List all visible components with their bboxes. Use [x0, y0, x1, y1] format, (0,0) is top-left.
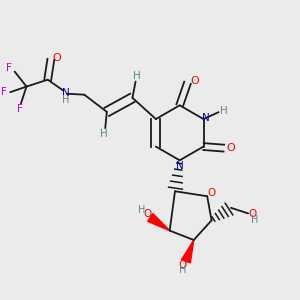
Polygon shape	[182, 240, 194, 263]
Text: F: F	[1, 87, 7, 97]
Text: H: H	[62, 95, 69, 105]
Text: H: H	[133, 71, 140, 81]
Text: N: N	[202, 113, 210, 123]
Text: H: H	[251, 215, 259, 225]
Text: O: O	[52, 53, 61, 63]
Polygon shape	[148, 214, 170, 231]
Text: O: O	[208, 188, 216, 198]
Text: F: F	[6, 63, 12, 73]
Text: O: O	[226, 143, 235, 153]
Text: O: O	[179, 260, 187, 270]
Text: H: H	[179, 265, 187, 275]
Text: H: H	[220, 106, 227, 116]
Text: N: N	[176, 161, 184, 171]
Text: H: H	[100, 129, 108, 139]
Text: N: N	[62, 88, 69, 98]
Text: F: F	[17, 104, 22, 114]
Text: O: O	[190, 76, 199, 86]
Text: H: H	[139, 205, 146, 215]
Text: O: O	[249, 209, 257, 219]
Text: O: O	[143, 209, 151, 219]
